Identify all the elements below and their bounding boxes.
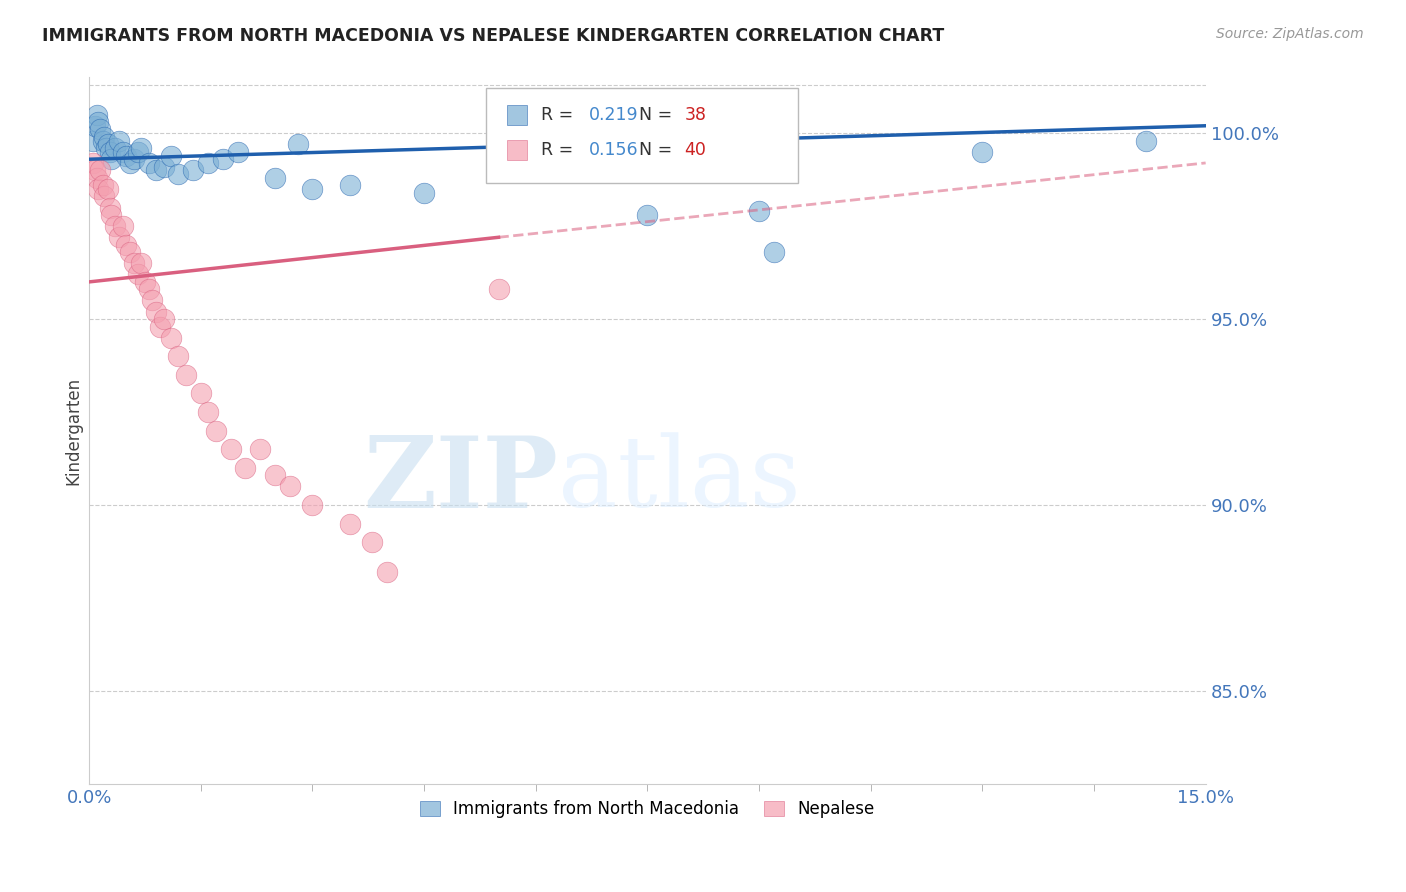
Point — [97, 137, 120, 152]
Point — [93, 189, 115, 203]
Text: N =: N = — [628, 141, 678, 159]
Point — [89, 163, 111, 178]
Point — [301, 182, 323, 196]
Point — [301, 498, 323, 512]
Point — [104, 141, 127, 155]
Point — [87, 182, 110, 196]
Point — [94, 141, 117, 155]
Point — [129, 256, 152, 270]
Point — [413, 186, 436, 200]
Point — [145, 163, 167, 178]
Text: N =: N = — [628, 106, 678, 124]
Point — [152, 312, 174, 326]
Point — [93, 129, 115, 144]
Point — [145, 304, 167, 318]
Point — [264, 170, 287, 185]
Y-axis label: Kindergarten: Kindergarten — [65, 376, 82, 484]
Point — [264, 468, 287, 483]
Point — [339, 516, 361, 531]
Point — [100, 208, 122, 222]
Point — [204, 424, 226, 438]
Point — [339, 178, 361, 193]
Point — [138, 156, 160, 170]
Point — [82, 156, 104, 170]
Point — [197, 156, 219, 170]
Point — [141, 293, 163, 308]
Point — [115, 148, 138, 162]
Point — [160, 331, 183, 345]
Point — [134, 275, 156, 289]
Point — [212, 152, 235, 166]
Point — [149, 319, 172, 334]
Point — [174, 368, 197, 382]
Point — [82, 134, 104, 148]
Point — [636, 208, 658, 222]
Point — [748, 204, 770, 219]
Point — [278, 479, 301, 493]
Point — [361, 535, 384, 549]
Point — [122, 256, 145, 270]
Point — [1135, 134, 1157, 148]
Text: 40: 40 — [685, 141, 706, 159]
Point — [104, 219, 127, 234]
Point — [235, 460, 257, 475]
Point — [86, 170, 108, 185]
Point — [167, 349, 190, 363]
Point — [197, 405, 219, 419]
Point — [91, 134, 114, 148]
Text: R =: R = — [541, 106, 579, 124]
Point — [190, 386, 212, 401]
Point — [160, 148, 183, 162]
Point — [120, 156, 142, 170]
Point — [762, 245, 785, 260]
Point — [98, 201, 121, 215]
Point — [129, 141, 152, 155]
Text: 0.219: 0.219 — [589, 106, 638, 124]
Point — [226, 145, 249, 159]
Text: R =: R = — [541, 141, 579, 159]
Point — [122, 152, 145, 166]
Point — [167, 167, 190, 181]
Point — [120, 245, 142, 260]
Point — [89, 122, 111, 136]
Point — [97, 182, 120, 196]
Point — [111, 145, 134, 159]
Point — [249, 442, 271, 457]
Point — [108, 134, 131, 148]
Point — [375, 565, 398, 579]
Point — [138, 282, 160, 296]
Point — [127, 268, 149, 282]
Text: IMMIGRANTS FROM NORTH MACEDONIA VS NEPALESE KINDERGARTEN CORRELATION CHART: IMMIGRANTS FROM NORTH MACEDONIA VS NEPAL… — [42, 27, 945, 45]
Point — [183, 163, 205, 178]
FancyBboxPatch shape — [485, 88, 799, 184]
Point — [287, 137, 309, 152]
Point — [111, 219, 134, 234]
Text: ZIP: ZIP — [363, 432, 558, 529]
Point — [115, 237, 138, 252]
Point — [219, 442, 242, 457]
Point — [488, 282, 510, 296]
Text: 0.156: 0.156 — [589, 141, 638, 159]
Text: atlas: atlas — [558, 432, 801, 528]
Point — [98, 145, 121, 159]
Legend: Immigrants from North Macedonia, Nepalese: Immigrants from North Macedonia, Nepales… — [413, 794, 882, 825]
Point — [127, 145, 149, 159]
Point — [108, 230, 131, 244]
Text: 38: 38 — [685, 106, 706, 124]
Point — [100, 152, 122, 166]
Point — [87, 115, 110, 129]
Point — [84, 119, 107, 133]
Point — [84, 163, 107, 178]
Point — [91, 178, 114, 193]
Point — [152, 160, 174, 174]
Point — [972, 145, 994, 159]
Point — [86, 107, 108, 121]
Text: Source: ZipAtlas.com: Source: ZipAtlas.com — [1216, 27, 1364, 41]
